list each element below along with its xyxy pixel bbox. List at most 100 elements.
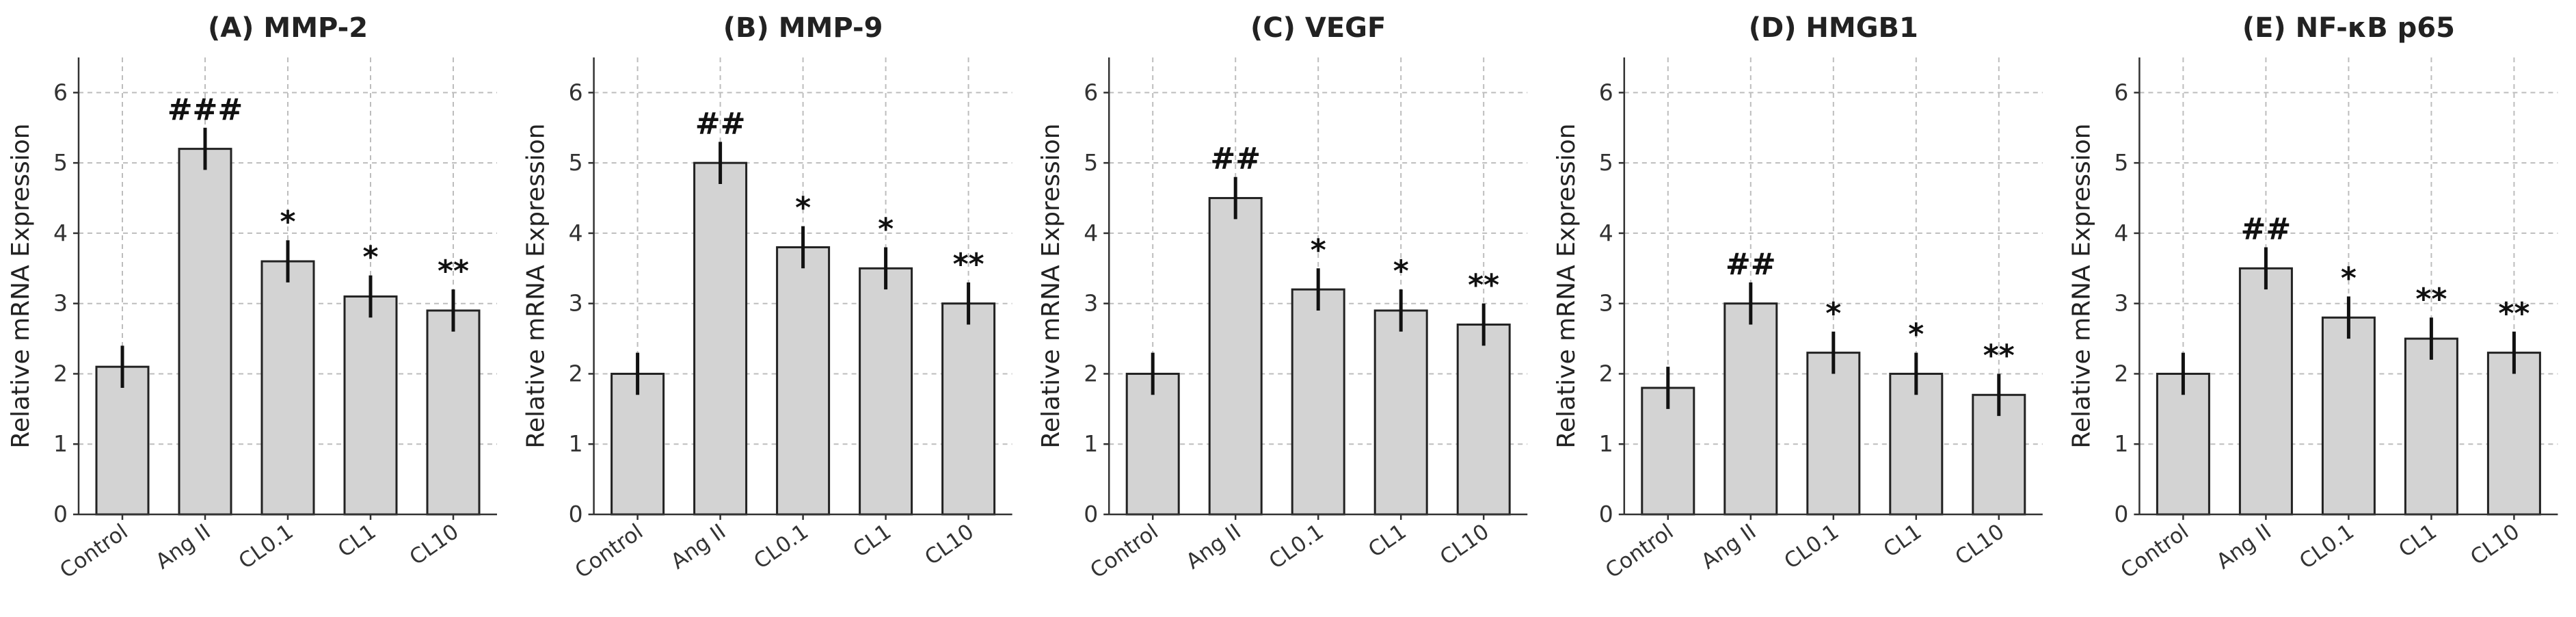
- significance-label: **: [438, 254, 469, 289]
- bar: [693, 161, 748, 516]
- y-tick-label: 3: [1084, 290, 1098, 317]
- y-tick-label: 4: [53, 220, 68, 246]
- significance-label: *: [1311, 233, 1326, 267]
- y-tick-label: 2: [569, 360, 583, 386]
- x-tick-label: Control: [1601, 519, 1678, 583]
- significance-label: *: [362, 240, 378, 275]
- significance-label: *: [280, 205, 295, 239]
- y-tick-label: 6: [1084, 79, 1098, 105]
- x-tick-label: CL0.1: [1265, 519, 1328, 574]
- significance-label: **: [953, 247, 984, 282]
- y-axis-label: Relative mRNA Expression: [1553, 123, 1581, 448]
- x-tick-label: CL10: [1436, 519, 1494, 570]
- bar: [2486, 352, 2541, 516]
- bar: [426, 309, 481, 516]
- bar: [95, 365, 150, 516]
- x-tick-label: CL10: [920, 519, 978, 570]
- x-tick-label: CL1: [334, 519, 381, 562]
- bar: [178, 148, 232, 516]
- y-tick-label: 3: [53, 290, 68, 317]
- bar: [776, 246, 831, 516]
- significance-label: **: [2498, 296, 2530, 331]
- chart-panel: (D) HMGB1 Relative mRNA Expression 0 1 2 3 4 5 6…: [1553, 12, 2043, 583]
- y-tick-label: 1: [2114, 430, 2128, 457]
- y-tick-label: 1: [53, 430, 68, 457]
- y-tick-label: 4: [569, 220, 583, 246]
- x-tick-label: Ang II: [1182, 519, 1246, 574]
- significance-label: **: [1468, 268, 1499, 303]
- y-tick-label: 6: [1599, 79, 1613, 105]
- y-axis-label: Relative mRNA Expression: [7, 123, 35, 448]
- x-tick-label: Control: [55, 519, 132, 583]
- y-tick-label: 6: [569, 79, 583, 105]
- x-tick-label: CL1: [1364, 519, 1411, 562]
- y-tick-label: 5: [53, 149, 68, 176]
- x-tick-label: Ang II: [667, 519, 730, 574]
- y-tick-label: 5: [2114, 149, 2128, 176]
- y-tick-label: 4: [1599, 220, 1613, 246]
- chart-title: (C) VEGF: [1250, 12, 1386, 44]
- bar: [1291, 288, 1345, 516]
- bar: [1889, 372, 1944, 516]
- y-tick-label: 0: [2114, 501, 2128, 527]
- bar: [941, 302, 996, 516]
- significance-label: *: [1825, 296, 1841, 331]
- significance-label: ##: [695, 106, 746, 141]
- bar: [1125, 372, 1180, 516]
- significance-label: *: [795, 191, 811, 226]
- y-tick-label: 6: [2114, 79, 2128, 105]
- bar: [611, 372, 665, 516]
- y-axis-label: Relative mRNA Expression: [1037, 123, 1065, 448]
- chart-title: (D) HMGB1: [1749, 12, 1918, 44]
- x-tick-label: CL0.1: [749, 519, 813, 574]
- y-tick-label: 2: [53, 360, 68, 386]
- x-tick-label: CL0.1: [2295, 519, 2359, 574]
- chart-panel: (A) MMP-2 Relative mRNA Expression 0 1 2 3 4 5 6…: [7, 12, 497, 583]
- bar: [1806, 352, 1861, 516]
- significance-label: ##: [1210, 142, 1261, 176]
- bar: [2238, 267, 2293, 516]
- bar: [1208, 197, 1263, 516]
- x-tick-label: CL1: [849, 519, 896, 562]
- x-tick-label: Control: [1086, 519, 1162, 583]
- bar: [1723, 302, 1778, 516]
- y-tick-label: 2: [1599, 360, 1613, 386]
- significance-label: ###: [167, 92, 243, 127]
- chart-panel: (E) NF-κB p65 Relative mRNA Expression 0 1 2…: [2067, 12, 2558, 583]
- y-tick-label: 6: [53, 79, 68, 105]
- significance-label: ##: [1726, 247, 1776, 282]
- bar: [2404, 337, 2458, 516]
- significance-label: *: [2341, 261, 2357, 296]
- y-tick-label: 5: [1599, 149, 1613, 176]
- bar: [2156, 372, 2210, 516]
- x-tick-label: Ang II: [2212, 519, 2276, 574]
- y-tick-label: 3: [1599, 290, 1613, 317]
- y-tick-label: 3: [2114, 290, 2128, 317]
- y-tick-label: 1: [569, 430, 583, 457]
- x-tick-label: CL1: [2394, 519, 2441, 562]
- chart-panel: (B) MMP-9 Relative mRNA Expression 0 1 2 3 4 5 6…: [522, 12, 1012, 583]
- y-tick-label: 0: [569, 501, 583, 527]
- significance-label: *: [878, 211, 894, 246]
- x-tick-label: Control: [571, 519, 647, 583]
- bar: [1373, 309, 1428, 516]
- significance-label: *: [1908, 317, 1924, 352]
- chart-title: (B) MMP-9: [723, 12, 883, 44]
- significance-label: **: [1983, 338, 2015, 373]
- bar: [260, 260, 315, 516]
- y-tick-label: 0: [1084, 501, 1098, 527]
- bar: [1456, 324, 1511, 516]
- y-tick-label: 5: [1084, 149, 1098, 176]
- chart-title: (A) MMP-2: [208, 12, 368, 44]
- chart-panel: (C) VEGF Relative mRNA Expression 0 1 2 3 4 5 6 C…: [1037, 12, 1528, 583]
- y-axis-label: Relative mRNA Expression: [522, 123, 550, 448]
- y-tick-label: 2: [1084, 360, 1098, 386]
- bar: [2321, 316, 2376, 516]
- y-tick-label: 0: [1599, 501, 1613, 527]
- y-tick-label: 3: [569, 290, 583, 317]
- chart-title: (E) NF-κB p65: [2242, 12, 2455, 44]
- y-tick-label: 1: [1084, 430, 1098, 457]
- x-tick-label: CL0.1: [234, 519, 298, 574]
- x-tick-label: CL10: [1951, 519, 2009, 570]
